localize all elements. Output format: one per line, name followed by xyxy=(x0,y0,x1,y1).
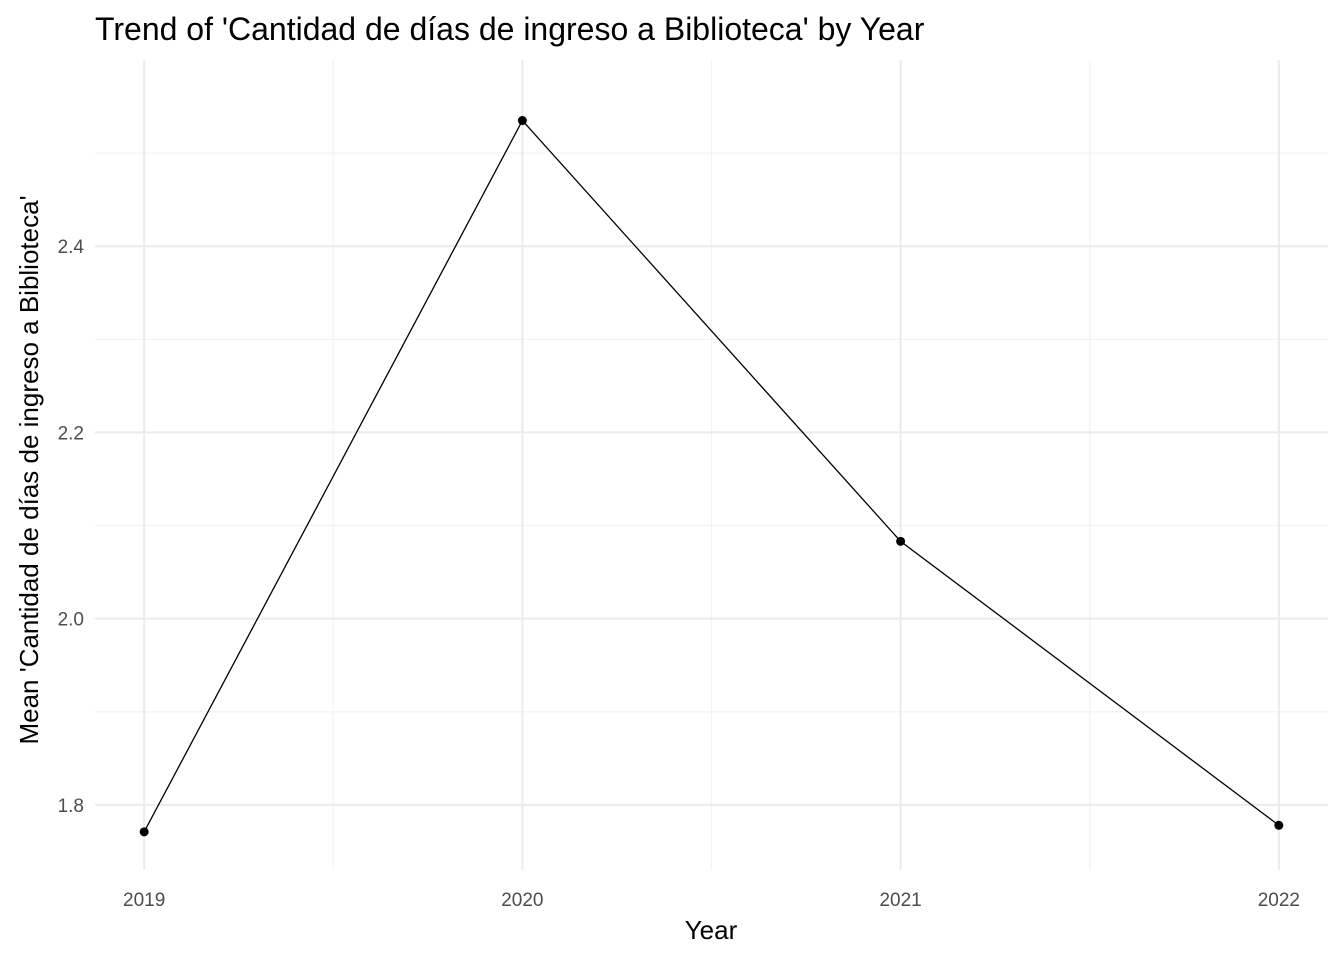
data-point xyxy=(1274,820,1284,830)
data-point xyxy=(139,827,149,837)
chart-title: Trend of 'Cantidad de días de ingreso a … xyxy=(95,11,925,47)
series-group xyxy=(139,116,1284,837)
minor-grid xyxy=(95,60,1328,870)
x-axis-ticks: 2019 2020 2021 2022 xyxy=(123,890,1300,911)
y-tick-label: 1.8 xyxy=(58,796,84,817)
y-axis-title: Mean 'Cantidad de días de ingreso a Bibl… xyxy=(14,195,44,744)
major-grid xyxy=(95,60,1328,870)
data-point xyxy=(896,536,906,546)
x-axis-title: Year xyxy=(685,915,738,945)
x-tick-label: 2021 xyxy=(879,890,921,911)
x-tick-label: 2020 xyxy=(501,890,543,911)
y-axis-ticks: 1.8 2.0 2.2 2.4 xyxy=(58,237,85,817)
y-tick-label: 2.2 xyxy=(58,423,84,444)
data-point xyxy=(517,116,527,126)
x-tick-label: 2019 xyxy=(123,890,165,911)
y-tick-label: 2.0 xyxy=(58,610,84,631)
x-tick-label: 2022 xyxy=(1258,890,1300,911)
plot-area xyxy=(95,60,1328,870)
y-tick-label: 2.4 xyxy=(58,237,85,258)
series-line xyxy=(143,119,1280,833)
